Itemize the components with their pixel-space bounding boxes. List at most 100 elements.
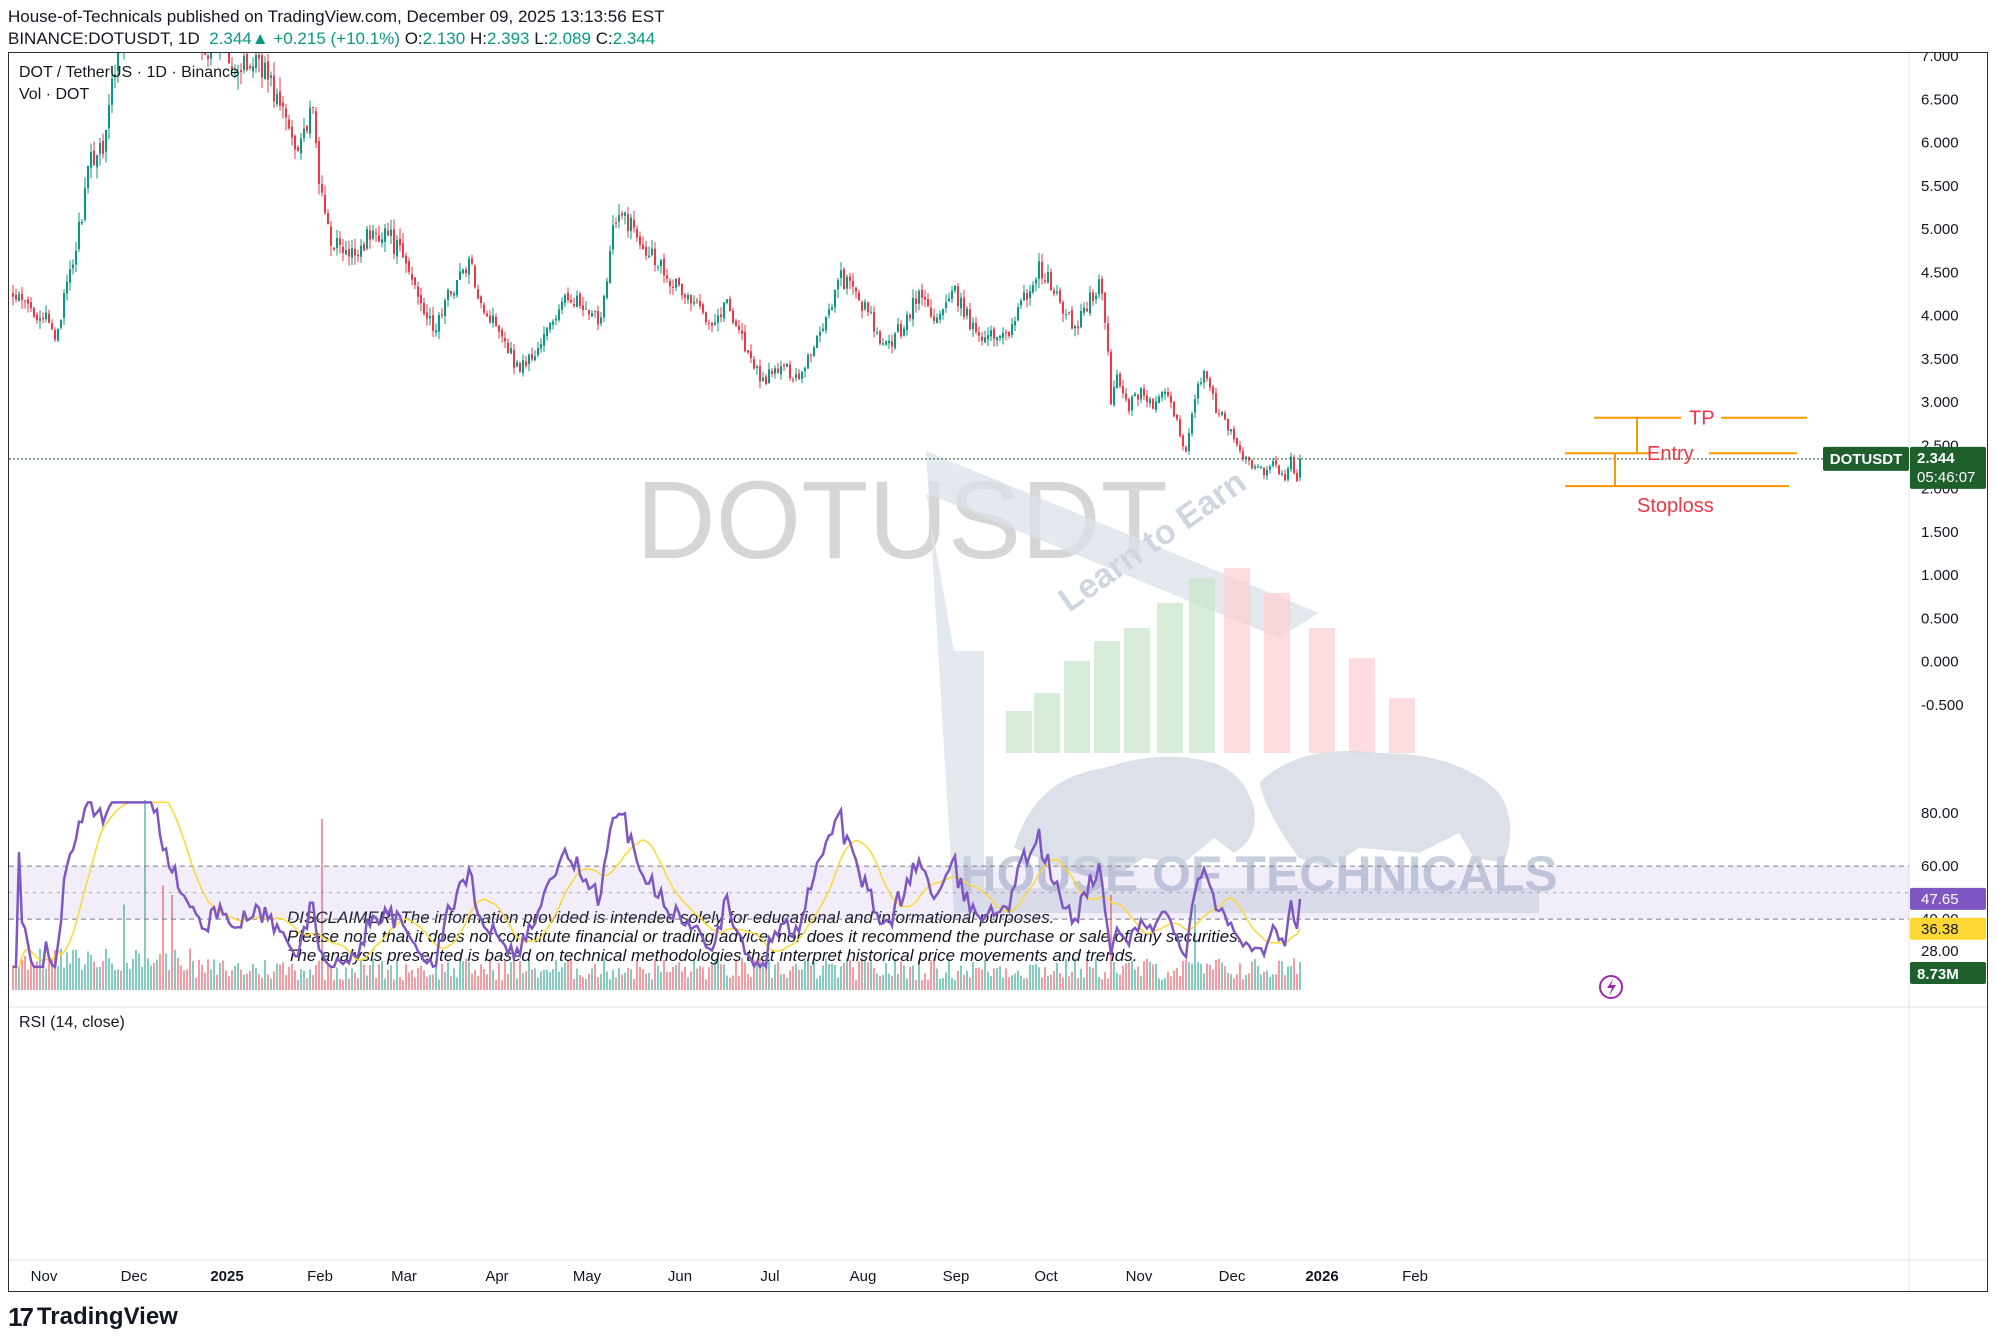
candle-body [897, 324, 899, 332]
volume-bar [573, 978, 575, 990]
symbol-name[interactable]: BINANCE:DOTUSDT, 1D [8, 29, 200, 48]
volume-bar [285, 975, 287, 990]
candle-body [987, 335, 989, 340]
volume-bar [219, 962, 221, 990]
volume-bar [831, 963, 833, 990]
volume-bar [36, 961, 38, 990]
candle-body [675, 278, 677, 288]
volume-bar [549, 972, 551, 990]
volume-bar [1065, 958, 1067, 990]
volume-bar [1203, 973, 1205, 990]
candle-body [423, 303, 425, 315]
candle-body [1029, 291, 1031, 299]
volume-bar [1197, 962, 1199, 990]
candle-body [51, 323, 53, 329]
volume-bar [234, 965, 236, 990]
candle-body [981, 336, 983, 341]
volume-bar [336, 967, 338, 990]
candle-body [462, 269, 464, 274]
volume-bar [81, 969, 83, 990]
chart-canvas[interactable]: DOTUSDT Learn to Earn HOUSE OF TECHNICAL… [9, 53, 1987, 1291]
watermark-bar [1094, 641, 1120, 753]
candle-body [1284, 474, 1286, 481]
countdown-timer: 05:46:07 [1917, 469, 1975, 486]
trade-annotations[interactable]: TP Entry Stoploss [1565, 408, 1807, 517]
candle-body [585, 308, 587, 310]
candle-body [657, 266, 659, 268]
lightning-icon[interactable] [1599, 975, 1623, 999]
volume-bar [474, 970, 476, 990]
candle-body [999, 336, 1001, 338]
candle-body [279, 91, 281, 106]
candlesticks [12, 53, 1301, 483]
candle-body [699, 301, 701, 307]
candle-body [912, 297, 914, 320]
volume-bar [375, 978, 377, 990]
candle-body [747, 350, 749, 353]
candle-body [1104, 292, 1106, 323]
candle-body [291, 126, 293, 138]
candle-body [384, 228, 386, 242]
candle-body [552, 321, 554, 325]
candle-body [1242, 450, 1244, 460]
candle-body [1170, 395, 1172, 403]
volume-bar [288, 966, 290, 990]
candle-body [804, 367, 806, 372]
candle-body [1032, 285, 1034, 293]
volume-bar [567, 960, 569, 990]
candle-body [249, 66, 251, 69]
volume-bar [1218, 958, 1220, 990]
volume-bar [1239, 963, 1241, 990]
volume-bar [603, 958, 605, 990]
candle-body [300, 138, 302, 154]
candle-body [366, 229, 368, 249]
volume-bar [882, 974, 884, 990]
candle-body [972, 322, 974, 330]
volume-bar [828, 964, 830, 990]
volume-bar [213, 959, 215, 990]
candle-body [333, 247, 335, 250]
candle-body [828, 309, 830, 316]
volume-bar [633, 979, 635, 990]
candle-body [810, 354, 812, 356]
volume-bar [231, 970, 233, 990]
volume-bar [171, 895, 173, 990]
tradingview-logo[interactable]: 17 TradingView [8, 1301, 178, 1333]
candle-body [1269, 466, 1271, 470]
chart-frame[interactable]: DOTUSDT Learn to Earn HOUSE OF TECHNICAL… [8, 52, 1988, 1292]
candle-body [294, 136, 296, 150]
time-axis[interactable]: Nov Dec 2025 Feb Mar Apr May Jun Jul Aug Sep Oct Nov… [31, 1268, 1428, 1285]
volume-bar [45, 968, 47, 990]
candle-body [1218, 413, 1220, 415]
candle-body [228, 53, 230, 64]
candle-body [759, 366, 761, 382]
price-tick-label: 4.500 [1921, 264, 1959, 281]
rsi-tick-label: 60.00 [1921, 858, 1959, 875]
volume-bar [1176, 967, 1178, 990]
volume-bar [984, 959, 986, 990]
volume-bar [309, 969, 311, 990]
candle-body [282, 102, 284, 107]
volume-bar [522, 973, 524, 990]
candle-body [831, 307, 833, 310]
candle-body [1080, 310, 1082, 328]
rsi-line [13, 801, 1302, 971]
volume-bar [147, 958, 149, 990]
candle-body [909, 314, 911, 319]
candle-body [1020, 300, 1022, 306]
candle-body [681, 283, 683, 296]
candle-body [1227, 418, 1229, 431]
volume-bar [1212, 969, 1214, 990]
volume-bar [918, 960, 920, 990]
volume-bar [351, 968, 353, 990]
price-axis[interactable]: 7.000 6.500 6.000 5.500 5.000 4.500 4.000 3.500… [1921, 53, 1964, 714]
volume-bar [24, 956, 26, 990]
volume-bar [729, 977, 731, 990]
candle-body [24, 300, 26, 302]
volume-bar [1116, 973, 1118, 990]
high-label: H: [469, 29, 487, 48]
candle-body [510, 348, 512, 354]
candle-body [567, 293, 569, 301]
candle-body [1116, 374, 1118, 389]
